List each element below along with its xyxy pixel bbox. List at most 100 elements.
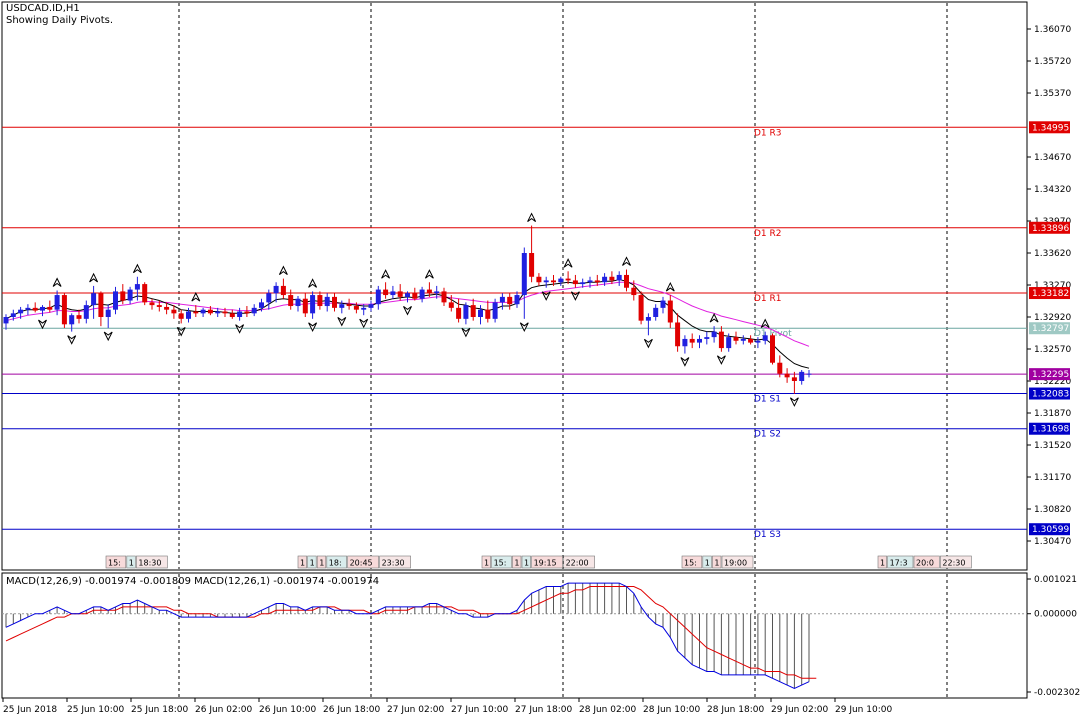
candle-body xyxy=(470,305,476,317)
fractal-down-arrow xyxy=(716,355,726,365)
candle-body xyxy=(171,309,177,314)
event-marker[interactable] xyxy=(136,555,168,569)
pivot-label: D1 Pivot xyxy=(754,329,792,339)
time-tick-label: 26 Jun 02:00 xyxy=(195,705,252,715)
event-marker-label: 1 xyxy=(714,559,719,568)
event-marker[interactable] xyxy=(887,555,914,569)
event-marker[interactable] xyxy=(347,555,379,569)
candle-body xyxy=(105,309,111,317)
candle-body xyxy=(507,296,513,305)
event-marker[interactable] xyxy=(126,555,136,569)
event-marker[interactable] xyxy=(702,555,712,569)
event-marker[interactable] xyxy=(721,555,754,569)
event-marker[interactable] xyxy=(105,555,127,569)
event-marker-label: 18: xyxy=(329,559,342,568)
candle-body xyxy=(120,291,126,301)
pivot-price-tag: 1.32797 xyxy=(1032,324,1069,334)
candle-body xyxy=(412,293,418,299)
pivot-price-tag: 1.30599 xyxy=(1032,525,1069,535)
candle-body xyxy=(127,289,133,301)
event-marker[interactable] xyxy=(379,555,411,569)
candle-body xyxy=(791,377,797,381)
fractal-down-arrow xyxy=(103,331,113,342)
candle-body xyxy=(61,295,67,325)
candle-body xyxy=(200,309,206,314)
event-marker[interactable] xyxy=(877,555,887,569)
candle-body xyxy=(748,338,754,343)
candle-body xyxy=(215,311,221,314)
event-marker-label: 1 xyxy=(705,559,710,568)
event-marker-label: 20:45 xyxy=(350,559,373,568)
event-marker[interactable] xyxy=(940,555,972,569)
event-marker[interactable] xyxy=(521,555,531,569)
candle-body xyxy=(667,300,673,323)
candle-body xyxy=(222,311,228,314)
candle-body xyxy=(134,284,140,290)
candle-body xyxy=(602,276,608,283)
candle-body xyxy=(726,337,732,349)
candle-body xyxy=(83,305,89,319)
candle-body xyxy=(770,335,775,363)
fractal-down-arrow xyxy=(519,322,529,332)
time-tick-label: 29 Jun 10:00 xyxy=(835,705,892,715)
event-marker[interactable] xyxy=(913,555,940,569)
candle-body xyxy=(456,307,462,319)
candle-body xyxy=(704,337,710,339)
pivot-price-tag-bg xyxy=(1029,322,1070,335)
pivot-price-tag: 1.32083 xyxy=(1032,390,1069,400)
event-marker[interactable] xyxy=(563,555,595,569)
pivot-price-tag: 1.33896 xyxy=(1032,224,1069,234)
fractal-arrows xyxy=(38,212,799,407)
candle-body xyxy=(273,285,279,294)
candle-body xyxy=(244,311,250,314)
event-marker-label: 19:00 xyxy=(724,559,747,568)
pivot-label: D1 S3 xyxy=(754,530,781,540)
candle-body xyxy=(25,307,31,310)
candle-body xyxy=(543,280,549,283)
event-marker[interactable] xyxy=(326,555,347,569)
chart-title: USDCAD.ID,H1 Showing Daily Pivots. xyxy=(6,3,113,27)
candle-body xyxy=(682,338,688,347)
fractal-up-arrow xyxy=(89,272,99,283)
pivot-price-tag-bg xyxy=(1029,523,1070,536)
fractal-down-arrow xyxy=(643,338,653,349)
event-marker[interactable] xyxy=(481,555,491,569)
event-marker[interactable] xyxy=(307,555,317,569)
event-marker[interactable] xyxy=(316,555,327,569)
price-tick-label: 1.35720 xyxy=(1034,57,1071,67)
event-marker[interactable] xyxy=(712,555,722,569)
event-marker[interactable] xyxy=(491,555,512,569)
candle-body xyxy=(580,282,586,285)
time-tick-label: 27 Jun 02:00 xyxy=(387,705,444,715)
event-marker[interactable] xyxy=(681,555,703,569)
price-tick-label: 1.34670 xyxy=(1034,153,1071,163)
event-marker[interactable] xyxy=(531,555,563,569)
fractal-down-arrow xyxy=(337,316,347,327)
current-price-tag-bg xyxy=(1029,368,1070,381)
time-axis: 25 Jun 2018 25 Jun 10:00 25 Jun 18:00 26 Ju… xyxy=(2,698,892,715)
event-marker[interactable] xyxy=(297,555,307,569)
price-tick-label: 1.33270 xyxy=(1034,281,1071,291)
candle-body xyxy=(332,296,337,308)
event-markers[interactable]: 15: 1 18:30 1 1 1 18: 20:45 23:30 1 15: 1 1 19:15 22:0… xyxy=(105,555,972,569)
candle-body xyxy=(317,295,323,307)
macd-plot-frame xyxy=(1,572,1028,699)
candle-body xyxy=(426,289,432,294)
candle-body xyxy=(529,253,535,277)
pivot-label: D1 R3 xyxy=(754,128,782,138)
candle-body xyxy=(645,317,651,321)
candle-body xyxy=(499,296,505,303)
pivot-lines: D1 R3 D1 R2 D1 R1 D1 Pivot D1 S1 D1 S2 D1 S3 xyxy=(2,126,1027,540)
event-marker[interactable] xyxy=(512,555,522,569)
price-tick-label: 1.36070 xyxy=(1034,25,1071,35)
candle-body xyxy=(405,293,410,297)
event-marker-label: 18:30 xyxy=(138,559,161,568)
macd-indicator: 0.001021 0.000000 -0.002302 xyxy=(2,575,1080,698)
candle-body xyxy=(91,293,97,306)
event-marker-label: 1 xyxy=(319,559,324,568)
candle-body xyxy=(40,306,45,311)
candle-body xyxy=(280,285,286,296)
fractal-down-arrow xyxy=(541,291,551,301)
candle-body xyxy=(54,295,60,310)
